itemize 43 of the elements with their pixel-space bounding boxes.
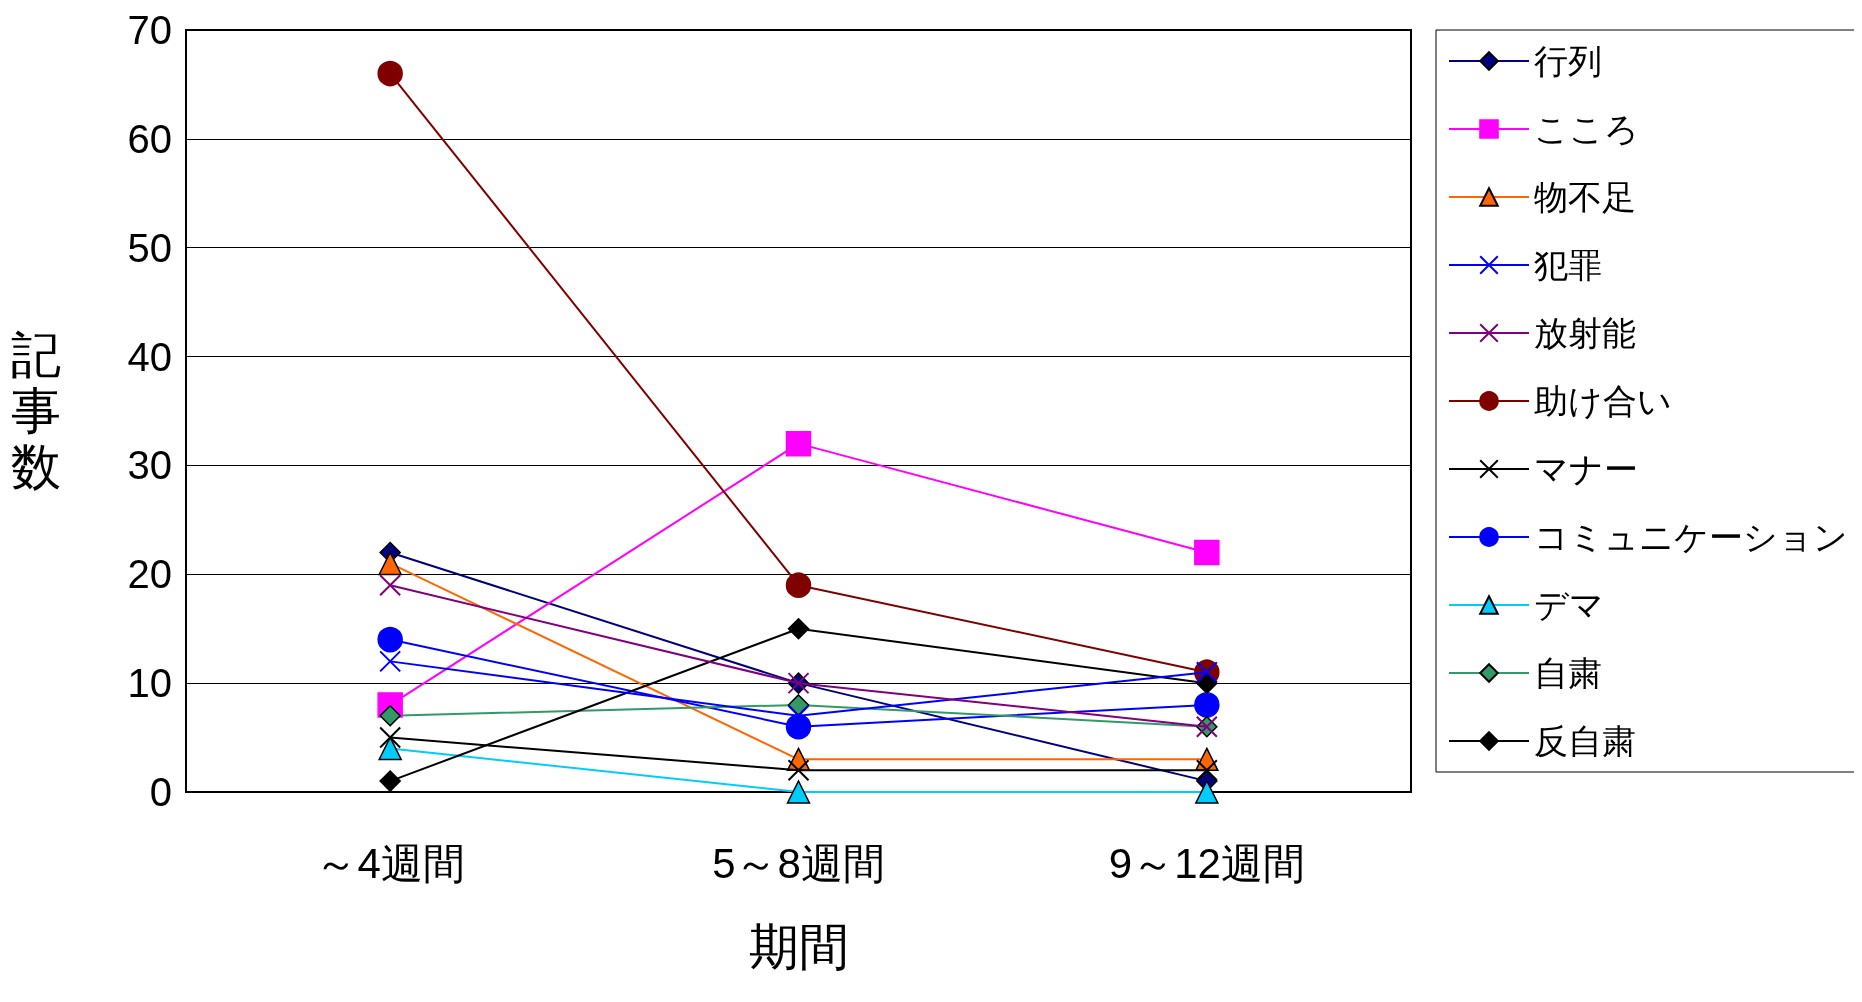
point	[1196, 672, 1218, 694]
x-tick-label: 9～12週間	[1108, 839, 1305, 887]
y-tick-label: 0	[149, 770, 172, 814]
point	[1195, 759, 1218, 782]
y-tick-label: 10	[127, 661, 172, 706]
y-tick-label: 20	[127, 552, 172, 597]
point	[379, 726, 402, 749]
point	[378, 551, 402, 576]
legend-label: 助け合い	[1534, 382, 1672, 420]
point	[377, 626, 403, 653]
point	[787, 759, 810, 782]
point	[378, 736, 402, 761]
point	[1194, 539, 1220, 566]
y-tick-label: 60	[127, 116, 172, 161]
y-tick-label: 70	[127, 8, 172, 52]
y-tick-label: 40	[127, 334, 172, 379]
legend-label: 放射能	[1534, 314, 1636, 352]
point	[379, 650, 402, 673]
legend-label: コミュニケーション	[1534, 518, 1848, 556]
point	[379, 770, 401, 792]
legend-label: 物不足	[1534, 178, 1636, 216]
point	[785, 430, 812, 457]
legend-label: 行列	[1534, 42, 1602, 80]
legend-label: 反自粛	[1534, 722, 1636, 760]
legend-label: デマ	[1534, 586, 1604, 624]
legend-label: 犯罪	[1534, 246, 1602, 284]
legend-label: こころ	[1534, 110, 1639, 148]
y-tick-label: 30	[127, 443, 172, 488]
point	[379, 705, 401, 727]
y-axis-title: 記事数	[11, 327, 61, 495]
legend-label: マナー	[1534, 450, 1638, 488]
legend-label: 自粛	[1534, 654, 1602, 692]
x-tick-label: 5～8週間	[712, 839, 885, 887]
x-axis-title: 期間	[748, 919, 849, 975]
point	[377, 60, 403, 87]
y-tick-label: 50	[127, 225, 172, 270]
point	[379, 574, 402, 597]
point	[1194, 692, 1220, 718]
point	[787, 617, 810, 640]
point	[786, 780, 811, 804]
point	[785, 572, 812, 598]
point	[1195, 780, 1219, 804]
x-tick-label: ～4週間	[315, 839, 465, 887]
